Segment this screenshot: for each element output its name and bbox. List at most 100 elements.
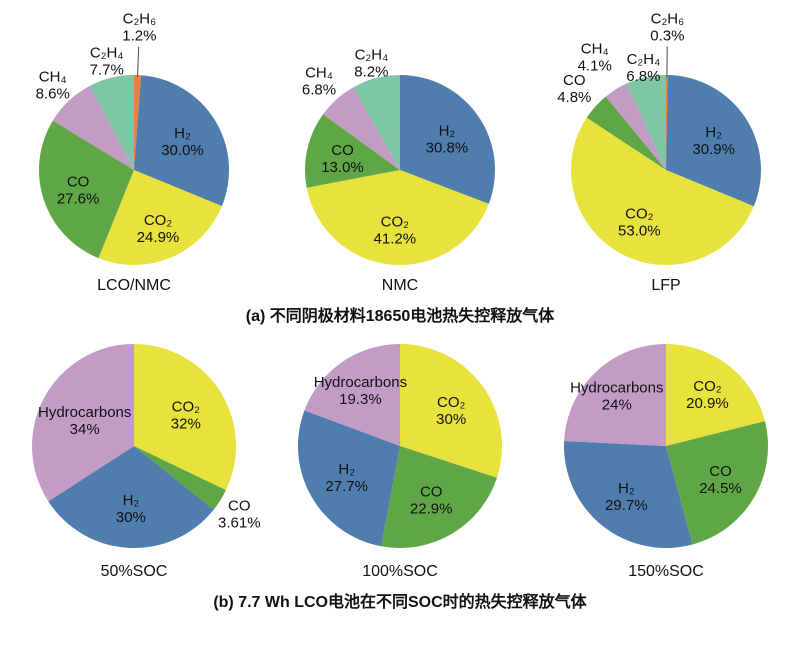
slice-label-c2h4: C₂H₄ [355,47,389,64]
pie-slice-co [381,446,497,549]
slice-label-c2h4: C₂H₄ [90,44,124,61]
pie-slice-h2 [48,446,214,548]
pie-slice-c2h4 [353,75,400,170]
pie-slice-hydrocarbons [564,344,666,446]
slice-pct-c2h4: 7.7% [90,61,124,78]
slice-label-co: CO [563,72,586,89]
pie-cell-100soc: CO₂ 30% CO 22.9% H₂ 27.7% Hydrocarbons 19.3% 10… [267,332,533,582]
slice-pct-h2: 27.7% [325,478,368,495]
slice-pct-h2: 29.7% [605,497,648,514]
slice-pct-h2: 30.0% [161,142,204,159]
slice-label-co: CO [228,497,251,514]
slice-pct-co2: 30% [436,411,466,428]
slice-pct-co2: 53.0% [618,222,661,239]
slice-pct-c2h4: 6.8% [626,68,660,85]
pie-slice-co2 [400,344,503,478]
slice-pct-co2: 20.9% [686,395,729,412]
slice-label-hydrocarbons: Hydrocarbons [314,374,407,391]
slice-label-co2: CO₂ [625,205,654,222]
slice-pct-ch4: 8.6% [36,85,70,102]
row-soc-levels: CO₂ 32% CO 3.61% H₂ 30% Hydrocarbons 34% 50%SOC… [0,332,800,582]
pie-slice-co2 [570,117,754,265]
pie-slice-h2 [400,75,495,204]
row-cathode-materials: C₂H₆ 1.2% H₂ 30.0% CO₂ 24.9% CO 27.6% CH₄ 8.6% C₂H… [0,4,800,296]
slice-label-c2h6: C₂H₆ [123,11,157,28]
pie-slice-co [586,96,666,170]
slice-pct-c2h4: 8.2% [354,64,388,81]
slice-label-co: CO [67,174,90,191]
slice-label-ch4: CH₄ [581,41,609,58]
slice-label-co2: CO₂ [144,212,173,229]
slice-pct-co: 24.5% [699,480,742,497]
slice-label-hydrocarbons: Hydrocarbons [570,379,663,396]
slice-pct-co2: 41.2% [374,231,417,248]
slice-label-h2: H₂ [174,125,191,142]
pie-slice-ch4 [52,85,135,170]
pie-slice-c2h6 [134,75,142,170]
slice-label-h2: H₂ [618,480,635,497]
slice-label-c2h6: C₂H₆ [651,11,685,28]
slice-pct-ch4: 4.1% [578,58,612,75]
slice-label-hydrocarbons: Hydrocarbons [38,404,131,421]
pie-slice-h2 [563,440,693,549]
pie-slice-c2h6 [666,75,668,170]
slice-label-co: CO [420,484,443,501]
pie-cell-lco-nmc: C₂H₆ 1.2% H₂ 30.0% CO₂ 24.9% CO 27.6% CH₄ 8.6% C₂H… [1,4,267,296]
slice-pct-co: 4.8% [557,89,591,106]
pie-cell-nmc: H₂ 30.8% CO₂ 41.2% CO 13.0% CH₄ 6.8% C₂H₄ 8.2% NM… [267,4,533,296]
slice-pct-h2: 30.8% [426,140,469,157]
slice-pct-c2h6: 1.2% [122,28,156,45]
caption-a: (a) 不同阴极材料18650电池热失控释放气体 [245,308,555,325]
pie-slice-hydrocarbons [304,344,400,446]
slice-label-co2: CO₂ [381,214,410,231]
slice-pct-co: 22.9% [410,501,453,518]
slice-pct-c2h6: 0.3% [650,28,684,45]
pie-title-100soc: 100%SOC [362,563,438,580]
slice-pct-co: 13.0% [321,159,364,176]
caption-b: (b) 7.7 Wh LCO电池在不同SOC时的热失控释放气体 [213,594,587,611]
slice-pct-co2: 32% [171,415,201,432]
leader-line-c2h6 [137,46,140,78]
slice-label-co2: CO₂ [437,394,466,411]
slice-label-ch4: CH₄ [39,68,67,85]
slice-label-h2: H₂ [705,124,722,141]
slice-label-co2: CO₂ [693,378,722,395]
slice-pct-hydrocarbons: 34% [70,421,100,438]
pie-slice-co2 [98,170,222,266]
pie-slice-co2 [134,344,237,491]
slice-pct-hydrocarbons: 19.3% [339,391,382,408]
pie-slice-co [134,446,226,510]
pie-slice-hydrocarbons [32,344,134,502]
slice-label-co2: CO₂ [172,398,201,415]
pie-slice-co2 [666,344,765,446]
slice-pct-co2: 24.9% [137,229,180,246]
pie-slice-ch4 [323,87,400,170]
slice-pct-co: 27.6% [57,191,100,208]
slice-pct-h2: 30.9% [692,141,735,158]
pie-slice-ch4 [605,83,666,170]
pie-cell-lfp: C₂H₆ 0.3% H₂ 30.9% CO₂ 53.0% CO 4.8% CH₄ 4.1% C₂H₄… [533,4,799,296]
pie-title-lco-nmc: LCO/NMC [97,277,171,294]
pie-slice-h2 [666,75,761,207]
pie-slice-h2 [134,75,229,207]
slice-label-co: CO [709,463,732,480]
slice-pct-h2: 30% [116,509,146,526]
pie-slice-h2 [298,410,400,547]
slice-label-h2: H₂ [439,123,456,140]
slice-pct-hydrocarbons: 24% [602,396,632,413]
pie-slice-c2h4 [626,75,666,170]
pie-cell-150soc: CO₂ 20.9% CO 24.5% H₂ 29.7% Hydrocarbons 24% 15… [533,332,799,582]
pie-slice-co2 [306,170,489,266]
pie-slice-co [304,114,400,188]
slice-label-c2h4: C₂H₄ [627,51,661,68]
slice-pct-ch4: 6.8% [302,81,336,98]
pie-slice-co [666,421,769,545]
slice-label-h2: H₂ [338,461,355,478]
pie-title-50soc: 50%SOC [100,563,168,580]
slice-pct-co: 3.61% [218,514,261,531]
